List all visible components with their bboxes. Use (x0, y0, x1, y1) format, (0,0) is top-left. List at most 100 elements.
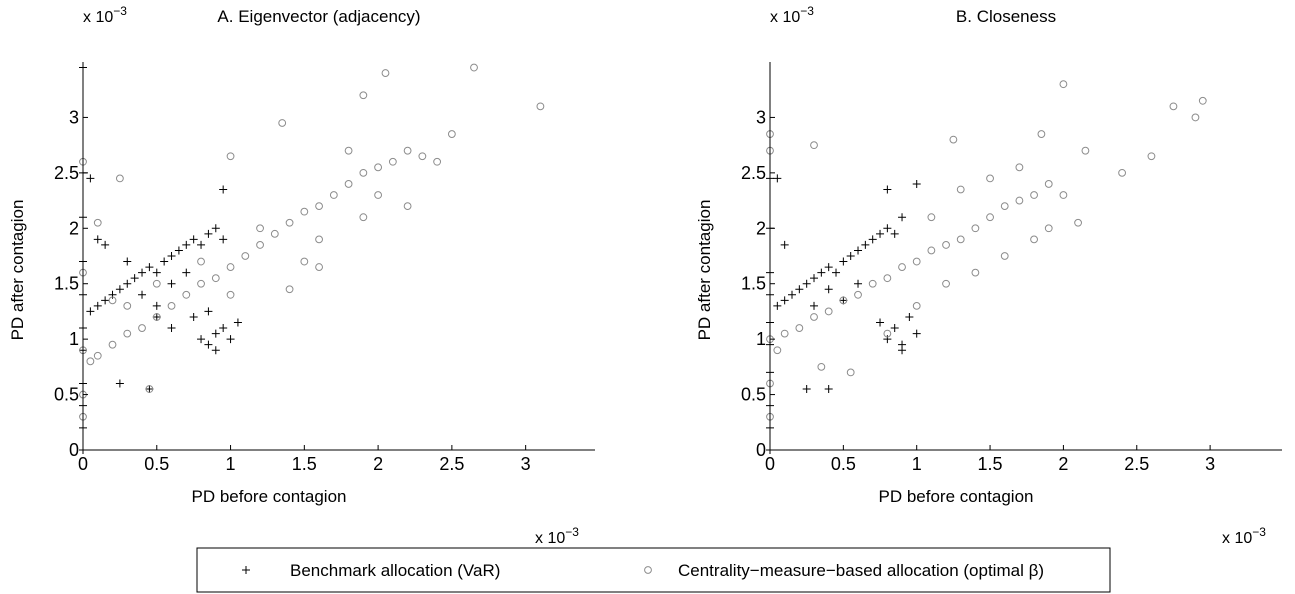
x-axis-label: PD before contagion (192, 487, 347, 506)
plus-marker (204, 229, 213, 238)
plus-marker (101, 296, 110, 305)
plus-marker (802, 385, 811, 394)
plus-marker (211, 329, 220, 338)
axis-multiplier: x 10−3 (1222, 525, 1266, 547)
plus-marker (93, 301, 102, 310)
circle-marker (1030, 235, 1038, 244)
circle-marker (1147, 152, 1156, 161)
plus-marker (912, 329, 921, 338)
circle-marker (839, 296, 848, 305)
circle-marker (145, 385, 154, 393)
plus-marker (876, 318, 885, 327)
multiplier-exponent: −3 (565, 525, 579, 539)
circle-marker (108, 296, 117, 305)
plus-marker (846, 252, 855, 260)
circle-marker (315, 202, 323, 211)
plus-marker (123, 257, 132, 266)
plus-marker (883, 224, 892, 233)
plus-marker (197, 240, 206, 249)
plus-marker (824, 385, 833, 394)
multiplier-base: x 10 (1222, 530, 1252, 547)
circle-marker (986, 174, 994, 183)
plus-marker (197, 335, 206, 344)
circle-marker (883, 329, 892, 338)
circle-marker (1044, 224, 1053, 233)
circle-marker (1074, 218, 1082, 227)
circle-marker (1169, 102, 1178, 111)
circle-marker (1037, 130, 1046, 138)
circle-marker (256, 241, 264, 249)
circle-marker (912, 257, 921, 266)
circle-marker (270, 229, 279, 238)
circle-marker (1000, 202, 1009, 211)
y-tick-label: 1 (756, 329, 766, 349)
circle-marker (470, 63, 478, 72)
multiplier-base: x 10 (83, 9, 113, 26)
circle-marker (1015, 163, 1024, 172)
plus-marker (152, 268, 161, 277)
circle-marker (1015, 196, 1024, 205)
y-tick-label: 2.5 (741, 163, 766, 183)
plus-marker (824, 285, 833, 294)
circle-marker (93, 351, 102, 360)
plus-marker (780, 296, 789, 305)
plus-marker (189, 235, 198, 244)
multiplier-base: x 10 (535, 530, 565, 547)
x-tick-label: 2 (1058, 454, 1068, 474)
legend-label: Centrality−measure−based allocation (opt… (678, 561, 1044, 580)
plus-marker (108, 290, 117, 299)
legend-marker (644, 566, 652, 574)
plus-marker (145, 263, 154, 272)
circle-marker (359, 91, 368, 100)
circle-marker (1059, 80, 1068, 89)
y-tick-label: 0.5 (741, 385, 766, 405)
plus-marker (810, 301, 819, 310)
multiplier-exponent: −3 (113, 4, 127, 18)
circle-marker (817, 362, 826, 371)
circle-marker (942, 279, 950, 288)
circle-marker (285, 285, 294, 294)
circle-marker (374, 163, 383, 172)
circle-marker (108, 340, 117, 349)
plus-marker (160, 257, 169, 266)
plus-marker (810, 274, 819, 283)
x-tick-label: 2.5 (439, 454, 464, 474)
circle-marker (433, 157, 442, 166)
plus-marker (898, 213, 907, 222)
plus-marker (219, 185, 228, 194)
circle-marker (278, 119, 287, 127)
plus-marker (890, 229, 899, 238)
circle-marker (795, 324, 804, 332)
circle-marker (1059, 191, 1068, 199)
circle-marker (949, 135, 958, 144)
circle-marker (447, 130, 456, 138)
circle-marker (403, 202, 412, 211)
circle-marker (956, 235, 965, 244)
plus-marker (839, 296, 848, 305)
plus-marker (854, 279, 863, 288)
plus-marker (780, 240, 789, 249)
plus-marker (167, 324, 176, 333)
plus-marker (788, 290, 797, 299)
plus-marker (883, 335, 892, 344)
y-tick-label: 2.5 (54, 163, 79, 183)
x-tick-label: 1.5 (978, 454, 1003, 474)
circle-marker (810, 141, 818, 150)
circle-marker (971, 224, 980, 233)
plus-marker (233, 318, 242, 327)
plus-marker (773, 174, 782, 183)
plus-marker (204, 340, 213, 349)
circle-marker (359, 168, 368, 177)
circle-marker (927, 213, 936, 222)
circle-marker (152, 279, 161, 288)
circle-marker (418, 152, 427, 161)
circle-marker (810, 313, 818, 321)
circle-marker (226, 263, 235, 271)
y-tick-label: 0 (69, 440, 79, 460)
circle-marker (226, 290, 235, 299)
circle-marker (300, 207, 309, 216)
y-axis-label: PD after contagion (8, 200, 27, 341)
plus-marker (905, 312, 914, 321)
circle-marker (167, 301, 176, 310)
x-tick-label: 1 (226, 454, 236, 474)
